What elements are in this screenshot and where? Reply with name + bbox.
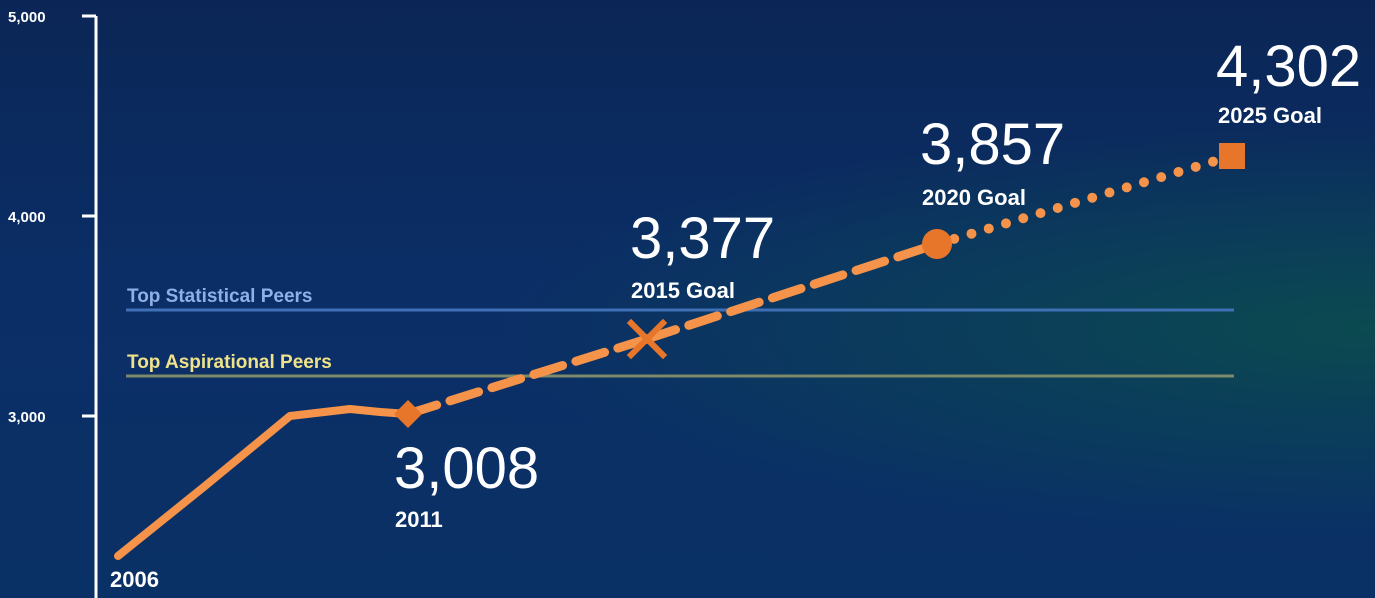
milestone-marker-x <box>626 318 668 360</box>
start-year-label: 2006 <box>110 567 159 592</box>
reference-line-label: Top Statistical Peers <box>127 286 313 307</box>
y-tick-label: 5,000 <box>8 9 46 26</box>
milestone-caption: 2015 Goal <box>631 278 735 303</box>
y-tick-label: 3,000 <box>8 409 46 426</box>
milestone-marker-diamond <box>394 400 422 428</box>
milestone-value-label: 3,008 <box>394 436 539 501</box>
y-axis: 5,000 4,000 3,000 <box>8 9 98 598</box>
milestone-value-label: 4,302 <box>1216 34 1361 99</box>
milestone-caption: 2011 <box>395 507 443 532</box>
reference-line-label: Top Aspirational Peers <box>127 352 332 373</box>
milestone-caption: 2020 Goal <box>922 185 1026 210</box>
y-tick-label: 4,000 <box>8 209 46 226</box>
projection-line-dashed <box>403 334 652 419</box>
milestone-labels: 3,008 2011 3,377 2015 Goal 3,857 2020 Goal 4,3… <box>110 34 1361 592</box>
milestone-markers <box>394 143 1245 428</box>
milestone-caption: 2025 Goal <box>1218 103 1322 128</box>
actual-series-line <box>114 405 412 560</box>
milestone-marker-circle <box>922 229 952 259</box>
reference-lines: Top Statistical Peers Top Aspirational Pe… <box>126 286 1234 378</box>
milestone-value-label: 3,857 <box>920 112 1065 177</box>
series-lines <box>114 151 1237 560</box>
milestone-value-label: 3,377 <box>630 206 775 271</box>
projection-line-dotted <box>932 151 1237 249</box>
milestone-marker-square <box>1219 143 1245 169</box>
projection-line-dashed <box>642 239 942 344</box>
